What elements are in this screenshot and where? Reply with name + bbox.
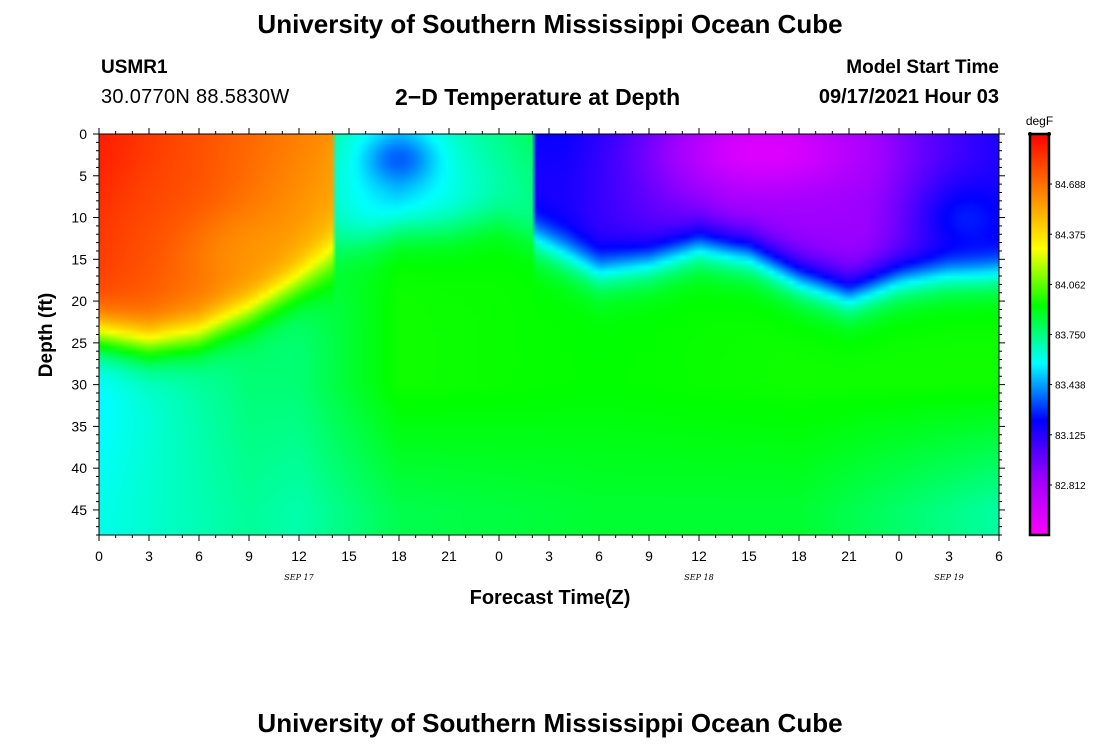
chart-title: 2−D Temperature at Depth [395, 84, 681, 110]
colorbar-label: 82.812 [1055, 481, 1086, 492]
x-tick-label: 18 [391, 548, 407, 564]
x-tick-label: 12 [291, 548, 307, 564]
x-tick-label: 15 [341, 548, 357, 564]
x-tick-label: 0 [895, 548, 903, 564]
axes: 0 3 6 9 12 15 18 21 0 3 6 9 12 15 18 21 0 3 6 SEP 17 SEP 18 S… [71, 126, 1005, 582]
x-tick-label: 6 [995, 548, 1003, 564]
colorbar-label: 84.688 [1055, 180, 1086, 191]
y-tick-label: 45 [71, 502, 87, 518]
colorbar-label: 84.062 [1055, 280, 1086, 291]
x-tick-label: 6 [595, 548, 603, 564]
colorbar-label: 84.375 [1055, 230, 1086, 241]
colorbar-label: 83.750 [1055, 331, 1086, 342]
x-tick-label: 0 [95, 548, 103, 564]
footer-title: University of Southern Mississippi Ocean… [257, 708, 843, 738]
x-tick-label: 15 [741, 548, 757, 564]
y-axis-title: Depth (ft) [36, 293, 57, 377]
colorbar-corner-dot [1028, 132, 1032, 136]
page-title: University of Southern Mississippi Ocean… [257, 9, 843, 39]
x-tick-label: 0 [495, 548, 503, 564]
x-tick-label: 3 [145, 548, 153, 564]
x-tick-label: 9 [245, 548, 253, 564]
x-tick-label: 9 [645, 548, 653, 564]
y-tick-label: 25 [71, 335, 87, 351]
y-tick-label: 5 [79, 168, 87, 184]
y-tick-label: 30 [71, 377, 87, 393]
y-tick-label: 15 [71, 251, 87, 267]
temperature-field [99, 134, 999, 535]
station-id: USMR1 [101, 57, 168, 78]
colorbar-corner-dot [1047, 132, 1051, 136]
date-label: SEP 19 [934, 573, 963, 582]
colorbar: degF 84.688 84.375 84.062 83.750 83.438 83.125… [1026, 114, 1086, 537]
station-coordinates: 30.0770N 88.5830W [101, 86, 290, 108]
x-tick-label: 21 [441, 548, 457, 564]
heatmap [99, 134, 999, 535]
date-label: SEP 17 [284, 573, 314, 582]
colorbar-label: 83.438 [1055, 381, 1086, 392]
model-start-time: 09/17/2021 Hour 03 [818, 86, 999, 108]
y-tick-label: 40 [71, 460, 87, 476]
x-tick-label: 12 [691, 548, 707, 564]
x-tick-label: 6 [195, 548, 203, 564]
x-tick-label: 3 [945, 548, 953, 564]
x-tick-label: 21 [841, 548, 857, 564]
colorbar-unit: degF [1026, 114, 1053, 128]
x-tick-label: 3 [545, 548, 553, 564]
x-axis-title: Forecast Time(Z) [470, 587, 631, 609]
model-start-label: Model Start Time [846, 57, 999, 78]
y-tick-label: 20 [71, 293, 87, 309]
x-tick-label: 18 [791, 548, 807, 564]
y-tick-label: 35 [71, 418, 87, 434]
colorbar-label: 83.125 [1055, 431, 1086, 442]
y-tick-label: 0 [79, 126, 87, 142]
date-label: SEP 18 [684, 573, 713, 582]
y-tick-label: 10 [71, 210, 87, 226]
colorbar-gradient [1028, 132, 1051, 537]
temperature-depth-chart: 0 3 6 9 12 15 18 21 0 3 6 9 12 15 18 21 0 3 6 SEP 17 SEP 18 S… [36, 114, 1086, 609]
